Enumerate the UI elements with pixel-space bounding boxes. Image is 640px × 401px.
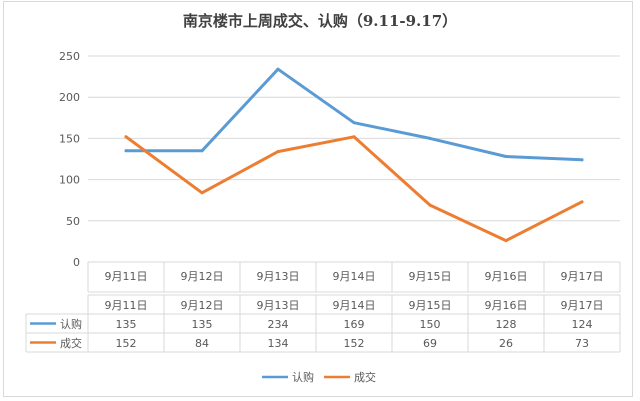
table-header-cell: 9月14日 [333, 299, 376, 312]
table-value-cell: 152 [116, 337, 137, 350]
table-value-cell: 124 [572, 318, 593, 331]
x-tick-label: 9月15日 [409, 270, 452, 283]
x-tick-label: 9月13日 [257, 270, 300, 283]
table-value-cell: 73 [575, 337, 589, 350]
data-point [428, 203, 432, 207]
table-header-cell: 9月11日 [105, 299, 148, 312]
table-value-cell: 169 [344, 318, 365, 331]
table-value-cell: 135 [116, 318, 137, 331]
x-tick-label: 9月16日 [485, 270, 528, 283]
table-value-cell: 84 [195, 337, 209, 350]
table-value-cell: 134 [268, 337, 289, 350]
data-point [580, 158, 584, 162]
chart-title: 南京楼市上周成交、认购（9.11-9.17） [182, 12, 458, 30]
data-point [352, 121, 356, 125]
series-line-成交 [124, 135, 584, 243]
data-point [200, 191, 204, 195]
data-point [276, 150, 280, 154]
x-tick-label: 9月17日 [561, 270, 604, 283]
data-point [504, 239, 508, 243]
y-tick-label: 0 [73, 256, 80, 269]
data-point [352, 135, 356, 139]
chart-frame [3, 1, 633, 397]
y-tick-label: 50 [66, 215, 80, 228]
data-point [200, 149, 204, 153]
x-tick-label: 9月12日 [181, 270, 224, 283]
y-tick-label: 100 [59, 174, 80, 187]
table-header-cell: 9月15日 [409, 299, 452, 312]
table-value-cell: 128 [496, 318, 517, 331]
data-point [504, 155, 508, 159]
table-series-name: 认购 [60, 317, 82, 331]
legend-label: 成交 [354, 370, 376, 384]
data-point [124, 149, 128, 153]
x-tick-label: 9月11日 [105, 270, 148, 283]
series-line-认购 [124, 67, 584, 162]
data-point [276, 67, 280, 71]
table-series-name: 成交 [60, 336, 82, 350]
table-header-cell: 9月12日 [181, 299, 224, 312]
table-header-cell: 9月16日 [485, 299, 528, 312]
legend-label: 认购 [292, 370, 314, 384]
table-value-cell: 26 [499, 337, 513, 350]
data-point [124, 135, 128, 139]
y-tick-label: 200 [59, 91, 80, 104]
x-tick-label: 9月14日 [333, 270, 376, 283]
table-value-cell: 152 [344, 337, 365, 350]
table-value-cell: 69 [423, 337, 437, 350]
y-tick-label: 150 [59, 132, 80, 145]
table-value-cell: 150 [420, 318, 441, 331]
table-header-cell: 9月13日 [257, 299, 300, 312]
data-point [428, 136, 432, 140]
table-header-cell: 9月17日 [561, 299, 604, 312]
data-point [580, 200, 584, 204]
table-value-cell: 135 [192, 318, 213, 331]
y-tick-label: 250 [59, 50, 80, 63]
table-value-cell: 234 [268, 318, 289, 331]
